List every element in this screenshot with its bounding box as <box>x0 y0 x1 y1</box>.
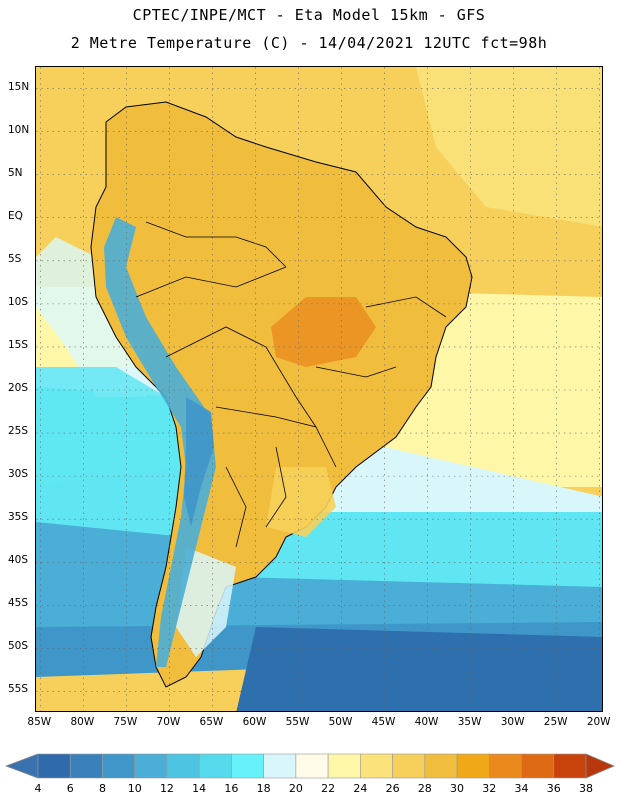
colorbar-swatch <box>69 753 103 779</box>
lon-label: 45W <box>371 716 396 728</box>
colorbar-tick-label: 6 <box>66 782 74 795</box>
colorbar-swatch <box>553 753 587 779</box>
temperature-map[interactable] <box>35 66 603 712</box>
pacific-cyan-tongue <box>36 367 186 487</box>
lon-label: 30W <box>500 716 525 728</box>
colorbar-swatch <box>424 753 458 779</box>
colorbar-swatch <box>488 753 522 779</box>
andes-colder-core <box>184 397 214 527</box>
ocean-band-cold <box>236 627 602 711</box>
lat-label: 10S <box>8 295 29 308</box>
lat-label: 20S <box>8 382 29 394</box>
colorbar-tick-label: 18 <box>256 782 271 795</box>
map-subtitle: 2 Metre Temperature (C) - 14/04/2021 12U… <box>70 34 548 52</box>
lat-label: 45S <box>8 597 29 610</box>
colorbar-swatch <box>295 753 329 779</box>
colorbar-tick-label: 14 <box>192 782 207 795</box>
colorbar-tick-label: 30 <box>450 782 465 795</box>
colorbar-swatch <box>166 753 200 779</box>
colorbar-tick-label: 36 <box>546 782 561 795</box>
lat-label: 5S <box>8 252 22 265</box>
colorbar-swatch <box>134 753 168 779</box>
lon-label: 60W <box>242 716 267 728</box>
colorbar-tick-label: 8 <box>98 782 106 795</box>
colorbar-swatch <box>263 753 297 779</box>
map-title: CPTEC/INPE/MCT - Eta Model 15km - GFS <box>132 6 486 24</box>
color-legend <box>4 753 616 779</box>
colorbar-tick-label: 22 <box>321 782 336 795</box>
lat-label: 15S <box>8 338 29 351</box>
lat-label: 55S <box>8 683 29 696</box>
lon-label: 70W <box>156 716 181 728</box>
lon-label: 20W <box>586 716 611 728</box>
colorbar-tick-label: 28 <box>417 782 432 795</box>
lat-label: 35S <box>8 511 29 524</box>
pacific-cool-tongue <box>36 237 156 397</box>
lon-label: 75W <box>113 716 138 728</box>
colorbar-tick-label: 10 <box>127 782 142 795</box>
colorbar-tick-label: 38 <box>579 782 593 795</box>
lon-label: 40W <box>414 716 439 728</box>
lon-label: 80W <box>70 716 95 728</box>
patagonia-cool <box>176 547 236 657</box>
lat-label: 25S <box>8 425 29 438</box>
andes-cold-strip <box>104 217 216 667</box>
colorbar-tick-label: 20 <box>288 782 303 795</box>
colorbar-tick-label: 16 <box>224 782 239 795</box>
colorbar-swatch <box>392 753 426 779</box>
colorbar-tick-label: 26 <box>385 782 400 795</box>
colorbar-swatch <box>231 753 264 779</box>
lon-label: 35W <box>457 716 482 728</box>
lat-label: 40S <box>8 554 29 567</box>
colorbar-swatch <box>102 753 136 779</box>
colorbar-swatch <box>37 753 71 779</box>
lat-label: 10N <box>8 123 30 136</box>
colorbar-swatch <box>198 753 232 779</box>
colorbar-swatch <box>521 753 555 779</box>
lon-label: 25W <box>543 716 568 728</box>
colorbar-tick-label: 34 <box>514 782 529 795</box>
colorbar-tick-label: 4 <box>34 782 42 795</box>
grid-lines <box>36 67 602 711</box>
atlantic-warm-area <box>416 67 602 227</box>
colorbar-below-arrow <box>4 753 39 779</box>
colorbar-tick-label: 24 <box>353 782 368 795</box>
lon-label: 65W <box>199 716 224 728</box>
colorbar-swatch <box>456 753 490 779</box>
lat-label: 50S <box>8 640 29 653</box>
lat-label: 30S <box>8 468 29 481</box>
lon-label: 50W <box>328 716 353 728</box>
colorbar-tick-label: 12 <box>159 782 174 795</box>
colorbar-above-arrow <box>585 753 616 779</box>
lat-label: EQ <box>8 209 23 222</box>
map-canvas <box>36 67 602 711</box>
lat-label: 5N <box>8 166 23 179</box>
lon-label: 55W <box>285 716 310 728</box>
colorbar-swatch <box>327 753 361 779</box>
hot-interior <box>271 297 376 367</box>
lon-label: 85W <box>27 716 52 728</box>
colorbar-swatch <box>360 753 393 779</box>
colorbar-tick-label: 32 <box>482 782 497 795</box>
lat-label: 15N <box>8 80 30 93</box>
